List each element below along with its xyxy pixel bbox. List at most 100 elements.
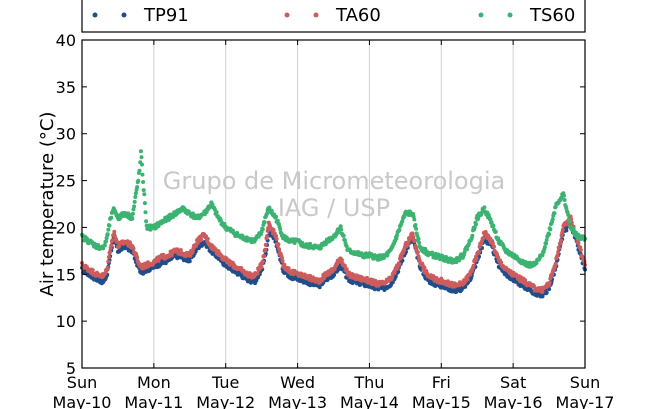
- y-tick-label: 35: [56, 78, 76, 97]
- data-point: [137, 168, 142, 173]
- data-point: [493, 229, 498, 234]
- data-point: [138, 149, 143, 154]
- data-point: [139, 155, 144, 160]
- data-point: [178, 248, 183, 252]
- data-point: [262, 220, 267, 225]
- x-tick-day-label: Fri: [432, 373, 451, 392]
- x-tick-date-label: May-17: [556, 393, 615, 409]
- data-point: [275, 218, 280, 223]
- data-point: [308, 273, 313, 278]
- data-point: [566, 212, 571, 217]
- legend-label: TP91: [143, 5, 189, 26]
- data-point: [107, 223, 112, 228]
- data-point: [106, 259, 111, 264]
- data-point: [523, 278, 528, 283]
- data-point: [445, 279, 450, 284]
- data-point: [488, 217, 493, 222]
- data-point: [104, 239, 108, 244]
- data-point: [255, 271, 260, 276]
- x-tick-date-label: May-14: [340, 393, 399, 409]
- data-point: [394, 236, 399, 241]
- data-point: [393, 274, 398, 279]
- data-point: [556, 250, 561, 255]
- data-point: [465, 247, 469, 252]
- data-point: [140, 162, 144, 167]
- data-point: [471, 263, 476, 268]
- data-point: [131, 246, 136, 251]
- data-point: [344, 267, 349, 272]
- legend-marker: [92, 12, 98, 18]
- data-point: [106, 227, 111, 232]
- data-point: [499, 260, 504, 265]
- data-point: [144, 219, 149, 224]
- legend: TP91 TA60 TS60: [81, 0, 586, 33]
- data-point: [544, 238, 549, 242]
- data-point: [156, 258, 161, 263]
- legend-marker: [313, 12, 319, 18]
- data-point: [547, 232, 552, 237]
- data-point: [108, 250, 113, 254]
- x-tick-date-label: May-10: [53, 393, 112, 409]
- data-point: [560, 227, 565, 232]
- data-point: [136, 178, 141, 183]
- data-point: [277, 247, 281, 252]
- data-point: [190, 249, 195, 254]
- x-tick-day-label: Sun: [67, 373, 97, 392]
- data-point: [412, 238, 417, 243]
- data-point: [544, 241, 549, 246]
- data-point: [140, 172, 145, 177]
- data-point: [102, 243, 107, 248]
- data-point: [392, 270, 397, 275]
- data-point: [271, 228, 276, 232]
- data-point: [280, 259, 285, 263]
- data-point: [274, 214, 278, 219]
- data-point: [135, 185, 140, 190]
- data-point: [342, 238, 347, 243]
- watermark-line-1: Grupo de Micrometeorologia: [163, 167, 505, 195]
- x-axis: SunMay-10MonMay-11TueMay-12WedMay-13ThuM…: [53, 40, 615, 409]
- legend-marker: [478, 12, 484, 18]
- legend-marker: [507, 12, 513, 18]
- data-point: [193, 249, 198, 254]
- data-point: [557, 246, 562, 251]
- x-tick-day-label: Tue: [211, 373, 239, 392]
- data-point: [90, 268, 95, 273]
- plot-frame: [81, 39, 586, 369]
- data-point: [199, 237, 204, 242]
- x-tick-day-label: Sat: [500, 373, 526, 392]
- data-point: [332, 273, 337, 277]
- data-point: [481, 236, 486, 241]
- data-point: [553, 204, 558, 209]
- y-tick-label: 20: [56, 218, 76, 237]
- data-point: [265, 234, 269, 239]
- data-point: [141, 188, 146, 193]
- data-point: [127, 212, 132, 217]
- legend-item-ta60: TA60: [284, 5, 381, 26]
- data-point: [274, 237, 279, 241]
- data-point: [278, 227, 283, 232]
- data-point: [338, 224, 343, 229]
- data-point: [564, 228, 569, 233]
- data-point: [466, 242, 471, 247]
- watermark: Grupo de Micrometeorologia IAG / USP: [163, 167, 505, 222]
- data-point: [130, 211, 135, 216]
- data-point: [135, 255, 140, 260]
- data-point: [411, 214, 416, 219]
- data-point: [280, 255, 284, 260]
- data-point: [548, 227, 553, 232]
- legend-item-tp91: TP91: [92, 5, 189, 26]
- legend-item-ts60: TS60: [478, 5, 575, 26]
- data-point: [542, 245, 547, 250]
- legend-marker: [121, 12, 127, 18]
- data-point: [416, 236, 421, 241]
- data-point: [282, 262, 287, 267]
- data-point: [552, 211, 557, 216]
- y-axis-label: Air temperature (°C): [37, 112, 58, 297]
- data-point: [547, 280, 552, 285]
- legend-label: TS60: [529, 5, 575, 26]
- data-point: [492, 244, 496, 249]
- data-point: [131, 207, 136, 212]
- x-tick-day-label: Sun: [570, 373, 600, 392]
- x-tick-day-label: Wed: [280, 373, 315, 392]
- data-point: [109, 215, 114, 220]
